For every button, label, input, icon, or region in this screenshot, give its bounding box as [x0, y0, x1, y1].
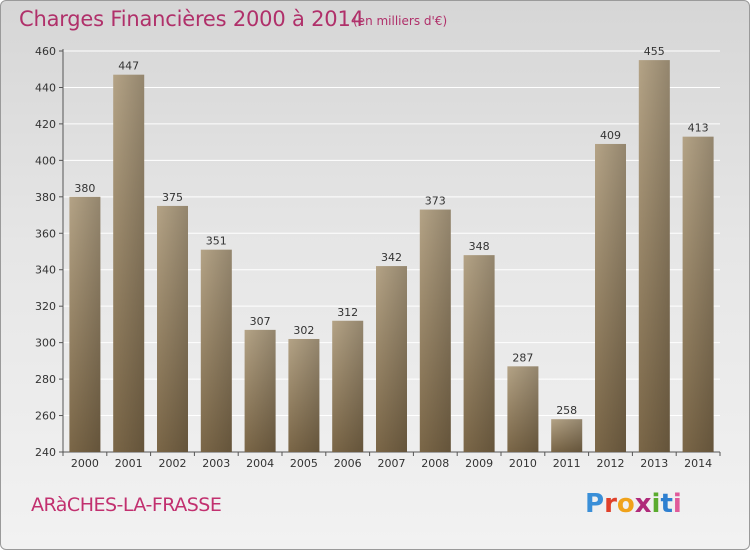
data-label-2010: 287 [512, 351, 533, 364]
bar-shade-2011 [551, 419, 583, 452]
x-tick-labels: 2000 2001 2002 2003 2004 2005 2006 2007 2008 2009… [71, 457, 712, 470]
x-tick-label-2009: 2009 [465, 457, 493, 470]
data-label-2013: 455 [644, 45, 665, 58]
logo-letter: t [660, 489, 673, 519]
bar-shade-2000 [69, 196, 101, 452]
logo-letter: r [604, 489, 617, 519]
bars [69, 60, 714, 452]
y-tick-label: 440 [35, 81, 56, 94]
data-label-2006: 312 [337, 306, 358, 319]
y-tick-label: 320 [35, 300, 56, 313]
y-tick-label: 300 [35, 337, 56, 350]
y-tick-label: 240 [35, 446, 56, 459]
bar-shade-2004 [244, 329, 276, 452]
logo-letter: P [585, 489, 605, 519]
data-label-2008: 373 [425, 195, 446, 208]
bar-shade-2003 [200, 249, 232, 452]
y-tick-label: 400 [35, 154, 56, 167]
y-tick-label: 420 [35, 118, 56, 131]
x-tick-label-2012: 2012 [597, 457, 625, 470]
x-tick-label-2008: 2008 [421, 457, 449, 470]
logo-letter: i [651, 489, 661, 519]
y-tick-label: 260 [35, 410, 56, 423]
x-tick-label-2004: 2004 [246, 457, 274, 470]
x-tick-label-2007: 2007 [378, 457, 406, 470]
y-tick-labels: 240 260 280 300 320 340 360 380 400 420 440 460 [35, 45, 56, 459]
chart-title: Charges Financières 2000 à 2014 [19, 7, 364, 31]
data-label-2007: 342 [381, 251, 402, 264]
data-label-2003: 351 [206, 235, 227, 248]
y-tick-label: 360 [35, 227, 56, 240]
proxiti-logo[interactable]: Proxiti [585, 489, 682, 519]
data-label-2000: 380 [74, 182, 95, 195]
logo-letter: i [672, 489, 682, 519]
x-tick-label-2013: 2013 [640, 457, 668, 470]
x-tick-label-2006: 2006 [334, 457, 362, 470]
logo-letter: x [634, 489, 652, 519]
data-label-2001: 447 [118, 60, 139, 73]
bar-shade-2009 [463, 255, 495, 452]
y-tick-label: 380 [35, 191, 56, 204]
bar-shade-2012 [595, 143, 626, 452]
bar-shade-2002 [157, 205, 188, 452]
x-tick-label-2010: 2010 [509, 457, 537, 470]
data-label-2005: 302 [293, 324, 314, 337]
data-label-2012: 409 [600, 129, 621, 142]
x-tick-label-2014: 2014 [684, 457, 712, 470]
y-tick-label: 460 [35, 45, 56, 58]
x-tick-label-2000: 2000 [71, 457, 99, 470]
x-tick-label-2003: 2003 [202, 457, 230, 470]
y-tick-label: 340 [35, 264, 56, 277]
bar-shade-2007 [376, 266, 407, 452]
x-tick-label-2005: 2005 [290, 457, 318, 470]
bar-shade-2001 [113, 74, 145, 452]
logo-letter: o [616, 489, 635, 519]
data-labels: 380 447 375 351 307 302 312 342 373 348 287 258 409 4… [74, 45, 708, 417]
data-label-2014: 413 [688, 122, 709, 135]
x-tick-label-2002: 2002 [159, 457, 187, 470]
bar-shade-2013 [638, 60, 670, 452]
bar-shade-2008 [419, 209, 451, 452]
data-label-2004: 307 [250, 315, 271, 328]
commune-name: ARàCHES-LA-FRASSE [31, 494, 222, 516]
data-label-2002: 375 [162, 191, 183, 204]
bar-shade-2014 [682, 136, 714, 452]
data-label-2009: 348 [469, 240, 490, 253]
x-tick-label-2001: 2001 [115, 457, 143, 470]
chart-subtitle: (en milliers d'€) [353, 14, 448, 28]
bar-shade-2010 [507, 366, 539, 452]
bar-shade-2006 [332, 320, 364, 452]
y-tick-label: 280 [35, 373, 56, 386]
bar-shade-2005 [288, 338, 320, 452]
data-label-2011: 258 [556, 404, 577, 417]
x-tick-label-2011: 2011 [553, 457, 581, 470]
